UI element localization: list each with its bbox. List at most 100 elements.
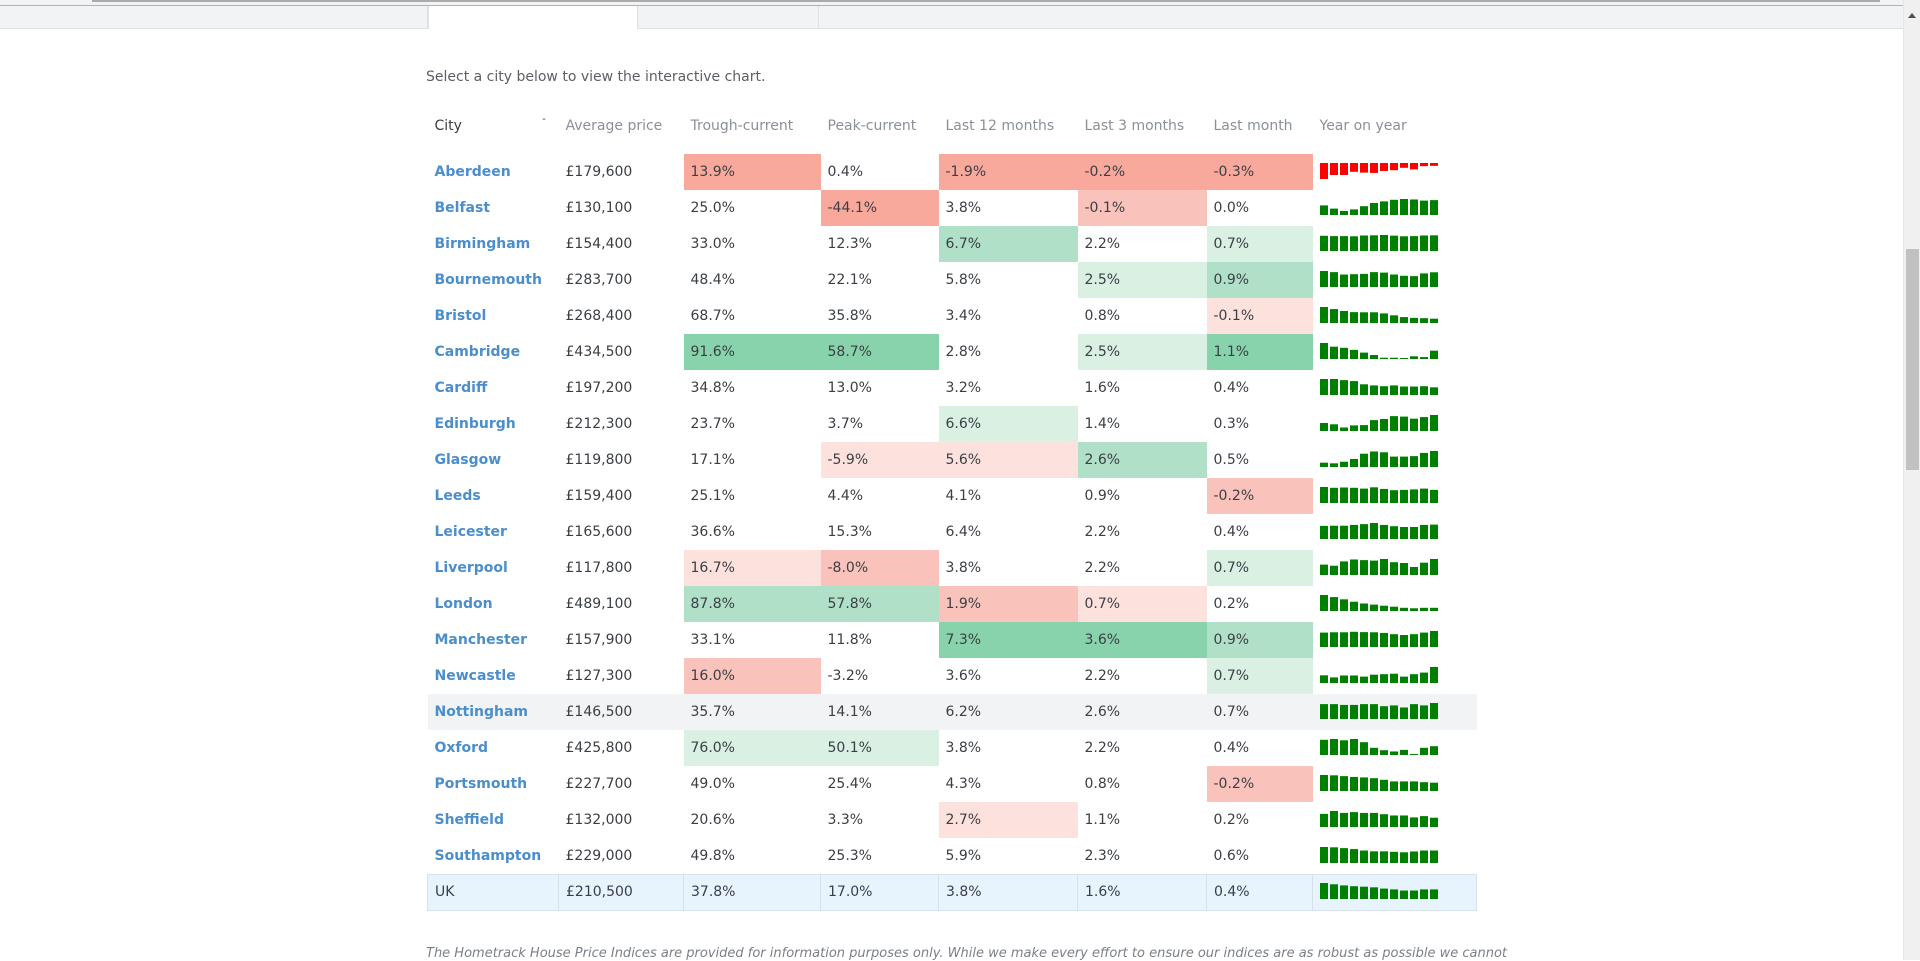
table-row[interactable]: Oxford £425,800 76.0% 50.1% 3.8% 2.2% 0.4% — [428, 730, 1477, 766]
city-link[interactable]: Cambridge — [434, 344, 521, 360]
table-row[interactable]: Belfast £130,100 25.0% -44.1% 3.8% -0.1% 0.0% — [428, 190, 1477, 226]
sparkline-chart — [1319, 343, 1438, 359]
summary-row-uk[interactable]: UK £210,500 37.8% 17.0% 3.8% 1.6% 0.4% — [427, 873, 1477, 911]
city-link[interactable]: Nottingham — [434, 704, 529, 720]
cell-average-price: £283,700 — [565, 272, 633, 288]
table-row[interactable]: Bristol £268,400 68.7% 35.8% 3.4% 0.8% -0.1% — [428, 298, 1477, 334]
table-row[interactable]: Cardiff £197,200 34.8% 13.0% 3.2% 1.6% 0.4% — [428, 370, 1477, 406]
city-link[interactable]: Sheffield — [434, 812, 504, 828]
cell-peak-current: 3.7% — [827, 416, 864, 432]
sparkline-bar — [1339, 776, 1348, 791]
table-row[interactable]: Glasgow £119,800 17.1% -5.9% 5.6% 2.6% 0.5% — [428, 442, 1477, 478]
cell-average-price: £159,400 — [565, 488, 633, 504]
city-link[interactable]: London — [434, 596, 493, 612]
tab-3[interactable] — [638, 6, 819, 29]
sparkline-bar — [1389, 490, 1398, 503]
sparkline-chart — [1319, 739, 1438, 755]
cell-year-on-year — [1313, 226, 1477, 262]
table-row[interactable]: Leicester £165,600 36.6% 15.3% 6.4% 2.2% 0.4% — [428, 514, 1477, 550]
city-link[interactable]: Glasgow — [434, 452, 502, 468]
city-link[interactable]: Bristol — [434, 308, 487, 324]
city-link[interactable]: Edinburgh — [434, 416, 516, 432]
sparkline-bar — [1419, 452, 1428, 467]
cell-city: Oxford — [428, 730, 559, 766]
sparkline-bar — [1369, 420, 1378, 431]
sparkline-bar — [1379, 357, 1388, 359]
table-row[interactable]: Liverpool £117,800 16.7% -8.0% 3.8% 2.2% 0.7% — [428, 550, 1477, 586]
cell-city: Portsmouth — [428, 766, 559, 802]
chevron-down-icon[interactable]: ˇ — [541, 118, 547, 129]
header-last-12-months[interactable]: Last 12 months — [945, 118, 1055, 134]
table-row[interactable]: Birmingham £154,400 33.0% 12.3% 6.7% 2.2% 0.7% — [428, 226, 1477, 262]
tab-2-active[interactable] — [428, 6, 638, 29]
city-link[interactable]: Belfast — [434, 200, 491, 216]
sparkline-bar — [1399, 749, 1408, 755]
table-row[interactable]: Newcastle £127,300 16.0% -3.2% 3.6% 2.2% 0.7% — [428, 658, 1477, 694]
sparkline-bar — [1399, 815, 1408, 827]
sparkline-bar — [1359, 632, 1368, 647]
table-row[interactable]: Sheffield £132,000 20.6% 3.3% 2.7% 1.1% 0.2% — [428, 802, 1477, 838]
tab-1[interactable] — [0, 6, 428, 29]
cell-peak-current: 14.1% — [820, 694, 939, 730]
table-row[interactable]: Nottingham £146,500 35.7% 14.1% 6.2% 2.6% 0.7% — [427, 694, 1477, 730]
sparkline-bar — [1369, 203, 1378, 215]
sparkline-bar — [1419, 488, 1428, 503]
sparkline-bar — [1369, 778, 1378, 791]
city-link[interactable]: Leicester — [434, 524, 507, 540]
sparkline-bar — [1330, 884, 1338, 899]
sparkline-bar — [1319, 343, 1328, 359]
header-last-month[interactable]: Last month — [1213, 118, 1293, 134]
city-link[interactable]: Bournemouth — [434, 272, 542, 288]
header-average-price[interactable]: Average price — [565, 118, 663, 134]
header-trough-current[interactable]: Trough-current — [690, 118, 794, 134]
sparkline-bar — [1339, 211, 1348, 215]
sparkline-bar — [1329, 272, 1338, 287]
cell-year-on-year — [1313, 442, 1477, 478]
sparkline-bar — [1359, 384, 1368, 395]
sparkline-bar — [1359, 777, 1368, 791]
table-row[interactable]: Portsmouth £227,700 49.0% 25.4% 4.3% 0.8% -0.2… — [428, 766, 1477, 802]
city-link[interactable]: Portsmouth — [434, 776, 528, 792]
cell-peak-current: -44.1% — [820, 190, 939, 226]
cell-last-12-months: 1.9% — [938, 586, 1078, 622]
table-row[interactable]: Southampton £229,000 49.8% 25.3% 5.9% 2.3% 0.6… — [428, 838, 1477, 874]
sparkline-bar — [1369, 272, 1378, 287]
header-peak-current[interactable]: Peak-current — [827, 118, 917, 134]
sparkline-bar — [1349, 601, 1358, 611]
cell-last-month: 0.7% — [1206, 226, 1313, 262]
cell-peak-current: 22.1% — [827, 272, 872, 288]
sparkline-bar — [1389, 562, 1398, 575]
city-link[interactable]: Birmingham — [434, 236, 531, 252]
table-row[interactable]: Cambridge £434,500 91.6% 58.7% 2.8% 2.5% 1.1% — [428, 334, 1477, 370]
scroll-up-arrow-icon[interactable] — [1908, 13, 1916, 18]
city-link[interactable]: Oxford — [434, 740, 489, 756]
table-row[interactable]: London £489,100 87.8% 57.8% 1.9% 0.7% 0.2% — [428, 586, 1477, 622]
city-link[interactable]: Leeds — [434, 488, 481, 504]
city-link[interactable]: Liverpool — [434, 560, 508, 576]
table-row[interactable]: Manchester £157,900 33.1% 11.8% 7.3% 3.6% 0.9% — [428, 622, 1477, 658]
cell-year-on-year — [1313, 838, 1477, 874]
city-label: UK — [435, 884, 455, 900]
sparkline-bar — [1339, 675, 1348, 683]
vertical-scrollbar[interactable] — [1903, 0, 1920, 960]
table-row[interactable]: Bournemouth £283,700 48.4% 22.1% 5.8% 2.5% 0.9… — [428, 262, 1477, 298]
cell-last-3-months: -0.2% — [1077, 154, 1207, 190]
sparkline-bar — [1369, 385, 1378, 395]
city-link[interactable]: Southampton — [434, 847, 542, 864]
sparkline-bar — [1339, 740, 1348, 755]
city-link[interactable]: Aberdeen — [434, 164, 511, 180]
cell-city: Bristol — [428, 298, 559, 334]
table-row[interactable]: Leeds £159,400 25.1% 4.4% 4.1% 0.9% -0.2% — [428, 478, 1477, 514]
scroll-thumb[interactable] — [1906, 249, 1919, 470]
cell-last-month: 0.0% — [1213, 200, 1250, 216]
tab-4[interactable] — [819, 6, 1904, 29]
city-link[interactable]: Cardiff — [434, 380, 488, 396]
sparkline-bar — [1379, 488, 1388, 503]
header-last-3-months[interactable]: Last 3 months — [1084, 118, 1185, 134]
sparkline-bar — [1329, 677, 1338, 683]
table-row[interactable]: Aberdeen £179,600 13.9% 0.4% -1.9% -0.2% -0.3% — [428, 154, 1477, 190]
city-link[interactable]: Manchester — [434, 632, 528, 648]
header-city[interactable]: City ˇ — [428, 108, 559, 144]
table-row[interactable]: Edinburgh £212,300 23.7% 3.7% 6.6% 1.4% 0.3% — [428, 406, 1477, 442]
city-link[interactable]: Newcastle — [434, 668, 516, 684]
